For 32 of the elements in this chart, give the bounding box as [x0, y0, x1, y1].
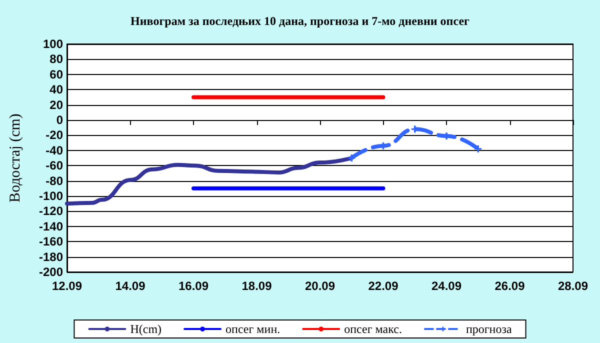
y-tick-label: -80	[46, 174, 64, 188]
point	[474, 145, 482, 152]
y-tick-label: -100	[38, 189, 64, 203]
y-tick-label: 80	[50, 52, 64, 66]
y-tick-label: -60	[46, 158, 64, 173]
y-tick-label: -140	[38, 219, 64, 234]
x-tick-label: 22.09	[368, 279, 399, 293]
y-tick-label: -20	[46, 128, 64, 142]
x-tick-label: 28.09	[558, 279, 588, 293]
y-tick-label: -120	[38, 204, 64, 218]
y-tick-label: -40	[46, 143, 64, 158]
y-tick-label: 100	[42, 37, 64, 51]
legend-label: прогноза	[466, 322, 512, 336]
y-tick-label: -180	[38, 250, 64, 264]
legend-label: опсег мин.	[226, 322, 280, 336]
x-tick-label: 24.09	[431, 279, 462, 293]
x-tick-label: 16.09	[178, 279, 209, 293]
legend-label: H(cm)	[130, 322, 162, 336]
y-tick-label: -200	[38, 265, 64, 279]
x-tick-label: 20.09	[304, 279, 336, 293]
x-tick-label: 18.09	[242, 279, 272, 293]
y-tick-label: 0	[56, 113, 64, 127]
y-tick-label: 20	[50, 98, 64, 112]
x-tick-label: 26.09	[494, 279, 526, 293]
y-axis-title: Водостај (cm)	[8, 114, 24, 202]
y-tick-label: 60	[50, 67, 64, 82]
chart-title: Нивограм за последњих 10 дана, прогноза и 7-мо дневни опсег	[130, 14, 470, 28]
y-tick-label: 40	[50, 82, 64, 97]
legend-label: опсег макс.	[344, 322, 402, 336]
y-tick-label: -160	[38, 234, 64, 249]
x-tick-label: 14.09	[115, 279, 146, 293]
x-tick-label: 12.09	[52, 279, 82, 293]
